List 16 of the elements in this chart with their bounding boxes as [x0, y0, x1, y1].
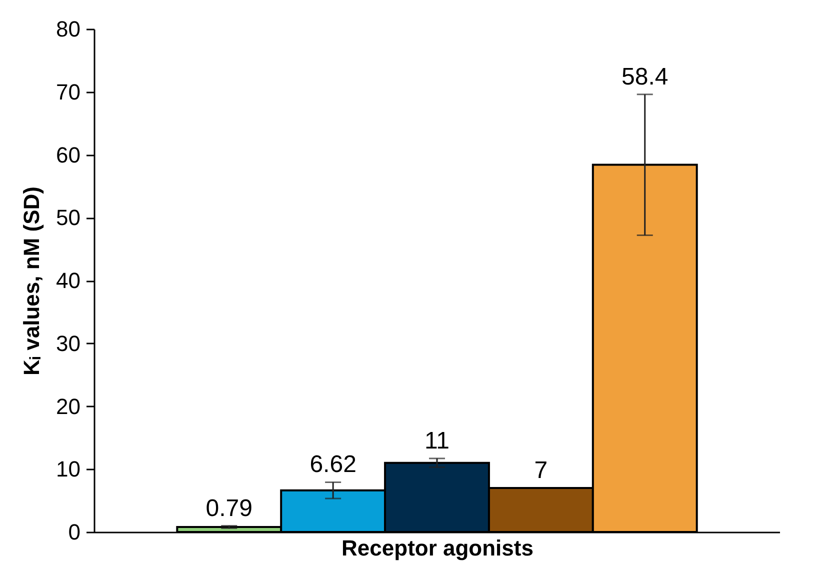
data-label: 11: [424, 427, 450, 454]
y-tick-label: 50: [56, 205, 80, 230]
y-tick-label: 40: [56, 268, 80, 293]
data-label: 0.79: [206, 494, 252, 522]
y-tick-label: 70: [56, 79, 80, 104]
y-tick-label: 80: [56, 16, 80, 42]
y-tick-label: 0: [68, 520, 80, 544]
x-axis-title: Receptor agonists: [342, 536, 534, 560]
y-axis-title: Kᵢ values, nM (SD): [19, 186, 44, 376]
y-tick-label: 10: [56, 456, 80, 482]
data-label: 58.4: [622, 63, 668, 90]
data-label: 7: [534, 456, 548, 484]
y-tick-label: 60: [56, 142, 80, 168]
y-tick-label: 20: [56, 394, 80, 419]
y-tick-label: 30: [56, 330, 80, 356]
data-label: 6.62: [310, 451, 356, 478]
